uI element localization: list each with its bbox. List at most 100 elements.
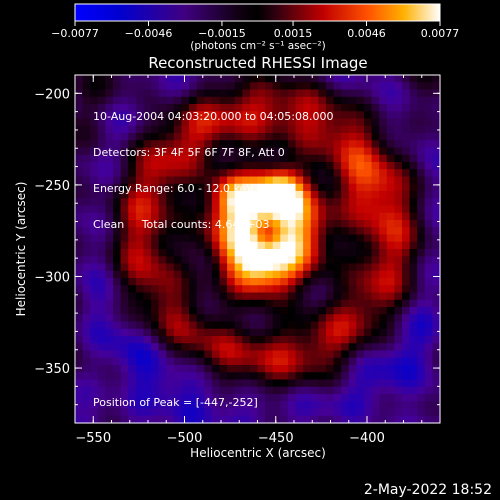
heatmap-cell	[356, 249, 365, 257]
heatmap-cell	[341, 220, 350, 228]
heatmap-cell	[82, 111, 91, 120]
heatmap-cell	[128, 104, 137, 112]
heatmap-cell	[310, 379, 319, 388]
heatmap-cell	[363, 227, 373, 236]
heatmap-cell	[318, 227, 327, 236]
heatmap-cell	[295, 234, 304, 243]
heatmap-cell	[394, 82, 403, 91]
heatmap-cell	[158, 147, 167, 156]
heatmap-cell	[257, 336, 266, 344]
heatmap-cell	[325, 241, 335, 250]
heatmap-cell	[363, 118, 373, 127]
heatmap-cell	[181, 256, 190, 265]
heatmap-cell	[196, 176, 205, 185]
heatmap-cell	[394, 328, 403, 337]
heatmap-cell	[401, 241, 411, 250]
heatmap-cell	[424, 133, 433, 141]
heatmap-cell	[113, 394, 122, 402]
heatmap-cell	[128, 176, 137, 185]
heatmap-cell	[120, 379, 129, 388]
heatmap-cell	[120, 176, 129, 185]
heatmap-cell	[432, 408, 441, 417]
heatmap-cell	[173, 278, 183, 286]
heatmap-cell	[105, 154, 114, 163]
heatmap-cell	[318, 307, 327, 315]
heatmap-cell	[287, 212, 297, 221]
heatmap-cell	[196, 278, 205, 286]
heatmap-cell	[181, 278, 190, 286]
heatmap-cell	[135, 198, 145, 207]
heatmap-cell	[97, 285, 107, 294]
heatmap-cell	[166, 125, 175, 134]
heatmap-cell	[166, 205, 175, 214]
heatmap-cell	[318, 162, 327, 170]
heatmap-cell	[295, 176, 304, 185]
heatmap-cell	[105, 241, 114, 250]
heatmap-cell	[120, 241, 129, 250]
heatmap-cell	[265, 96, 274, 105]
heatmap-cell	[120, 292, 129, 301]
heatmap-cell	[401, 415, 411, 424]
heatmap-cell	[204, 118, 213, 127]
heatmap-cell	[90, 249, 99, 257]
heatmap-cell	[204, 125, 213, 134]
heatmap-cell	[363, 357, 373, 366]
heatmap-cell	[120, 212, 129, 221]
heatmap-cell	[401, 314, 411, 323]
heatmap-cell	[318, 256, 327, 265]
heatmap-cell	[401, 227, 411, 236]
heatmap-cell	[424, 162, 433, 170]
heatmap-cell	[242, 212, 251, 221]
heatmap-cell	[280, 321, 289, 330]
heatmap-cell	[379, 147, 388, 156]
heatmap-cell	[310, 401, 319, 410]
heatmap-cell	[227, 285, 236, 294]
heatmap-cell	[97, 125, 107, 134]
heatmap-cell	[219, 365, 228, 373]
heatmap-cell	[348, 118, 357, 127]
heatmap-cell	[272, 89, 281, 98]
heatmap-cell	[303, 365, 312, 373]
heatmap-cell	[265, 256, 274, 265]
heatmap-cell	[90, 401, 99, 410]
heatmap-cell	[295, 75, 304, 83]
heatmap-cell	[394, 314, 403, 323]
heatmap-cell	[128, 111, 137, 120]
heatmap-cell	[424, 169, 433, 178]
heatmap-cell	[227, 212, 236, 221]
heatmap-cell	[394, 357, 403, 366]
heatmap-cell	[158, 191, 167, 199]
heatmap-cell	[325, 357, 335, 366]
heatmap-cell	[234, 191, 243, 199]
heatmap-cell	[158, 307, 167, 315]
heatmap-cell	[272, 357, 281, 366]
heatmap-cell	[272, 299, 281, 308]
heatmap-cell	[333, 307, 342, 315]
heatmap-cell	[196, 314, 205, 323]
heatmap-cell	[257, 350, 266, 359]
heatmap-cell	[189, 104, 198, 112]
heatmap-cell	[287, 328, 297, 337]
heatmap-cell	[356, 256, 365, 265]
heatmap-cell	[348, 307, 357, 315]
heatmap-cell	[113, 401, 122, 410]
heatmap-cell	[432, 386, 441, 395]
heatmap-cell	[204, 104, 213, 112]
heatmap-cell	[82, 401, 91, 410]
heatmap-cell	[75, 343, 84, 352]
heatmap-cell	[227, 336, 236, 344]
heatmap-cell	[280, 292, 289, 301]
heatmap-cell	[158, 394, 167, 402]
heatmap-cell	[295, 140, 304, 149]
heatmap-cell	[386, 133, 395, 141]
heatmap-cell	[249, 241, 259, 250]
heatmap-cell	[189, 343, 198, 352]
y-axis: −200−250−300−350	[34, 74, 440, 406]
x-tick-label: −550	[75, 431, 111, 446]
heatmap-cell	[227, 162, 236, 170]
heatmap-cell	[181, 111, 190, 120]
heatmap-cell	[341, 147, 350, 156]
heatmap-cell	[151, 212, 160, 221]
heatmap-cell	[341, 125, 350, 134]
heatmap-cell	[113, 328, 122, 337]
